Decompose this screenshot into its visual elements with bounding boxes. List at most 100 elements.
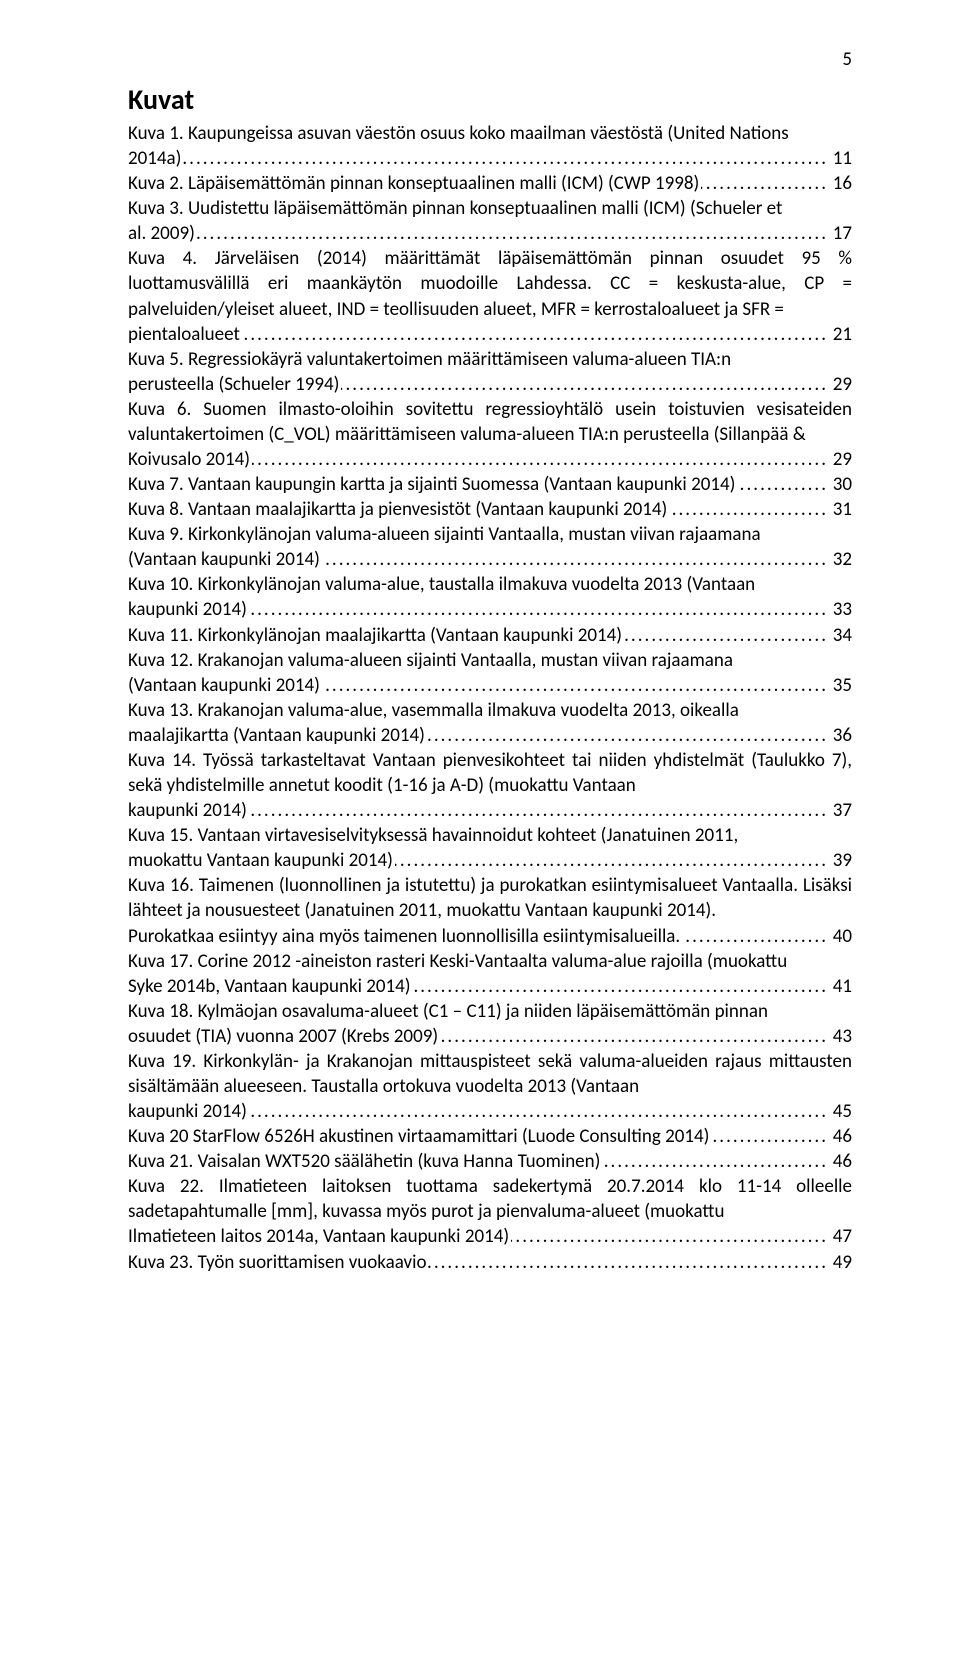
figure-entry: Kuva 5. Regressiokäyrä valuntakertoimen … (128, 347, 852, 397)
entry-page-number: 31 (829, 497, 852, 522)
entry-tail-text: Kuva 8. Vantaan maalajikartta ja pienves… (128, 498, 669, 521)
entry-page-number: 41 (829, 974, 852, 999)
entry-tail-text: Kuva 2. Läpäisemättömän pinnan konseptua… (128, 172, 701, 195)
figure-entry: Kuva 15. Vantaan virtavesiselvityksessä … (128, 823, 852, 873)
entry-last-line: 36maalajikartta (Vantaan kaupunki 2014) (128, 723, 852, 748)
entry-page-number: 16 (829, 171, 852, 196)
entry-text: Kuva 14. Työssä tarkasteltavat Vantaan p… (128, 749, 852, 797)
entry-last-line: 47 Ilmatieteen laitos 2014a, Vantaan kaup… (128, 1224, 852, 1249)
entry-tail-text: (Vantaan kaupunki 2014) (128, 674, 322, 697)
figure-entry: Kuva 9. Kirkonkylänojan valuma-alueen si… (128, 522, 852, 572)
entry-page-number: 47 (829, 1224, 852, 1249)
document-page: 5 Kuvat Kuva 1. Kaupungeissa asuvan väes… (0, 0, 960, 1665)
entry-page-number: 43 (829, 1024, 852, 1049)
entry-last-line: 37 kaupunki 2014) (128, 798, 852, 823)
entry-last-line: 46 Kuva 21. Vaisalan WXT520 säälähetin (k… (128, 1149, 852, 1174)
entry-text: Kuva 19. Kirkonkylän- ja Krakanojan mitt… (128, 1050, 852, 1098)
entry-last-line: 30Kuva 7. Vantaan kaupungin kartta ja si… (128, 472, 852, 497)
figure-entry: Kuva 19. Kirkonkylän- ja Krakanojan mitt… (128, 1049, 852, 1124)
entry-text: Kuva 17. Corine 2012 -aineiston rasteri … (128, 950, 787, 973)
entry-tail-text: Kuva 20 StarFlow 6526H akustinen virtaam… (128, 1125, 711, 1148)
entry-page-number: 11 (829, 146, 852, 171)
figure-entry: Kuva 18. Kylmäojan osavaluma-alueet (C1 … (128, 999, 852, 1049)
entry-page-number: 46 (829, 1124, 852, 1149)
entry-tail-text: pientaloalueet (128, 323, 242, 346)
entry-page-number: 34 (829, 623, 852, 648)
entry-page-number: 35 (829, 673, 852, 698)
figure-entry: Kuva 4. Järveläisen (2014) määrittämät l… (128, 246, 852, 346)
figure-entry: Kuva 6. Suomen ilmasto-oloihin sovitettu… (128, 397, 852, 472)
entry-text: Kuva 4. Järveläisen (2014) määrittämät l… (128, 247, 852, 320)
figure-list: Kuva 1. Kaupungeissa asuvan väestön osuu… (128, 121, 852, 1275)
entry-last-line: 17 al. 2009) (128, 221, 852, 246)
entry-text: Kuva 18. Kylmäojan osavaluma-alueet (C1 … (128, 1000, 768, 1023)
entry-tail-text: kaupunki 2014) (128, 799, 249, 822)
page-number: 5 (842, 48, 852, 71)
entry-tail-text: Kuva 23. Työn suorittamisen vuokaavio (128, 1251, 428, 1274)
figure-entry: 30Kuva 7. Vantaan kaupungin kartta ja si… (128, 472, 852, 497)
entry-text: Kuva 12. Krakanojan valuma-alueen sijain… (128, 649, 733, 672)
entry-tail-text: kaupunki 2014) (128, 598, 249, 621)
figure-entry: 31 Kuva 8. Vantaan maalajikartta ja pienv… (128, 497, 852, 522)
entry-text: Kuva 13. Krakanojan valuma-alue, vasemma… (128, 699, 739, 722)
entry-tail-text: muokattu Vantaan kaupunki 2014) (128, 849, 395, 872)
figure-entry: Kuva 16. Taimenen (luonnollinen ja istut… (128, 873, 852, 948)
entry-last-line: 43 osuudet (TIA) vuonna 2007 (Krebs 2009) (128, 1024, 852, 1049)
entry-page-number: 46 (829, 1149, 852, 1174)
entry-last-line: 35 (Vantaan kaupunki 2014) (128, 673, 852, 698)
entry-page-number: 40 (829, 924, 852, 949)
entry-page-number: 39 (829, 848, 852, 873)
entry-tail-text: (Vantaan kaupunki 2014) (128, 548, 322, 571)
figure-entry: Kuva 12. Krakanojan valuma-alueen sijain… (128, 648, 852, 698)
entry-page-number: 17 (829, 221, 852, 246)
entry-tail-text: 2014a) (128, 147, 183, 170)
entry-tail-text: al. 2009) (128, 222, 197, 245)
figure-entry: Kuva 14. Työssä tarkasteltavat Vantaan p… (128, 748, 852, 823)
entry-page-number: 36 (829, 723, 852, 748)
entry-text: Kuva 10. Kirkonkylänojan valuma-alue, ta… (128, 573, 755, 596)
entry-text: Kuva 9. Kirkonkylänojan valuma-alueen si… (128, 523, 761, 546)
entry-text: Kuva 3. Uudistettu läpäisemättömän pinna… (128, 197, 782, 220)
entry-last-line: 29perusteella (Schueler 1994) (128, 372, 852, 397)
entry-tail-text: Ilmatieteen laitos 2014a, Vantaan kaupun… (128, 1225, 511, 1248)
entry-last-line: 41Syke 2014b, Vantaan kaupunki 2014) (128, 974, 852, 999)
entry-page-number: 49 (829, 1250, 852, 1275)
entry-last-line: 16 Kuva 2. Läpäisemättömän pinnan konsept… (128, 171, 852, 196)
entry-text: Kuva 15. Vantaan virtavesiselvityksessä … (128, 824, 738, 847)
entry-page-number: 45 (829, 1099, 852, 1124)
figure-entry: Kuva 17. Corine 2012 -aineiston rasteri … (128, 949, 852, 999)
figure-entry: Kuva 22. Ilmatieteen laitoksen tuottama … (128, 1174, 852, 1249)
entry-last-line: 33 kaupunki 2014) (128, 597, 852, 622)
entry-tail-text: osuudet (TIA) vuonna 2007 (Krebs 2009) (128, 1025, 440, 1048)
entry-last-line: 11 2014a) (128, 146, 852, 171)
figure-entry: 46 Kuva 20 StarFlow 6526H akustinen virta… (128, 1124, 852, 1149)
entry-page-number: 32 (829, 547, 852, 572)
figure-entry: 49 Kuva 23. Työn suorittamisen vuokaavio (128, 1250, 852, 1275)
entry-last-line: 40 Purokatkaa esiintyy aina myös taimenen… (128, 924, 852, 949)
entry-tail-text: Purokatkaa esiintyy aina myös taimenen l… (128, 925, 682, 948)
entry-last-line: 49 Kuva 23. Työn suorittamisen vuokaavio (128, 1250, 852, 1275)
entry-last-line: 31 Kuva 8. Vantaan maalajikartta ja pienv… (128, 497, 852, 522)
entry-last-line: 21pientaloalueet (128, 322, 852, 347)
entry-page-number: 33 (829, 597, 852, 622)
entry-tail-text: Koivusalo 2014) (128, 448, 252, 471)
figure-entry: Kuva 3. Uudistettu läpäisemättömän pinna… (128, 196, 852, 246)
entry-text: Kuva 5. Regressiokäyrä valuntakertoimen … (128, 348, 731, 371)
entry-tail-text: Kuva 11. Kirkonkylänojan maalajikartta (… (128, 624, 624, 647)
entry-page-number: 37 (829, 798, 852, 823)
entry-text: Kuva 16. Taimenen (luonnollinen ja istut… (128, 874, 852, 922)
entry-tail-text: Kuva 21. Vaisalan WXT520 säälähetin (kuv… (128, 1150, 602, 1173)
entry-tail-text: perusteella (Schueler 1994) (128, 373, 341, 396)
entry-tail-text: kaupunki 2014) (128, 1100, 249, 1123)
entry-page-number: 29 (829, 447, 852, 472)
section-title: Kuvat (128, 82, 852, 117)
entry-last-line: 46 Kuva 20 StarFlow 6526H akustinen virta… (128, 1124, 852, 1149)
figure-entry: Kuva 10. Kirkonkylänojan valuma-alue, ta… (128, 572, 852, 622)
entry-last-line: 32 (Vantaan kaupunki 2014) (128, 547, 852, 572)
entry-last-line: 45 kaupunki 2014) (128, 1099, 852, 1124)
entry-text: Kuva 6. Suomen ilmasto-oloihin sovitettu… (128, 398, 852, 446)
entry-text: Kuva 1. Kaupungeissa asuvan väestön osuu… (128, 122, 789, 145)
figure-entry: Kuva 1. Kaupungeissa asuvan väestön osuu… (128, 121, 852, 171)
figure-entry: 16 Kuva 2. Läpäisemättömän pinnan konsept… (128, 171, 852, 196)
entry-last-line: 29 Koivusalo 2014) (128, 447, 852, 472)
